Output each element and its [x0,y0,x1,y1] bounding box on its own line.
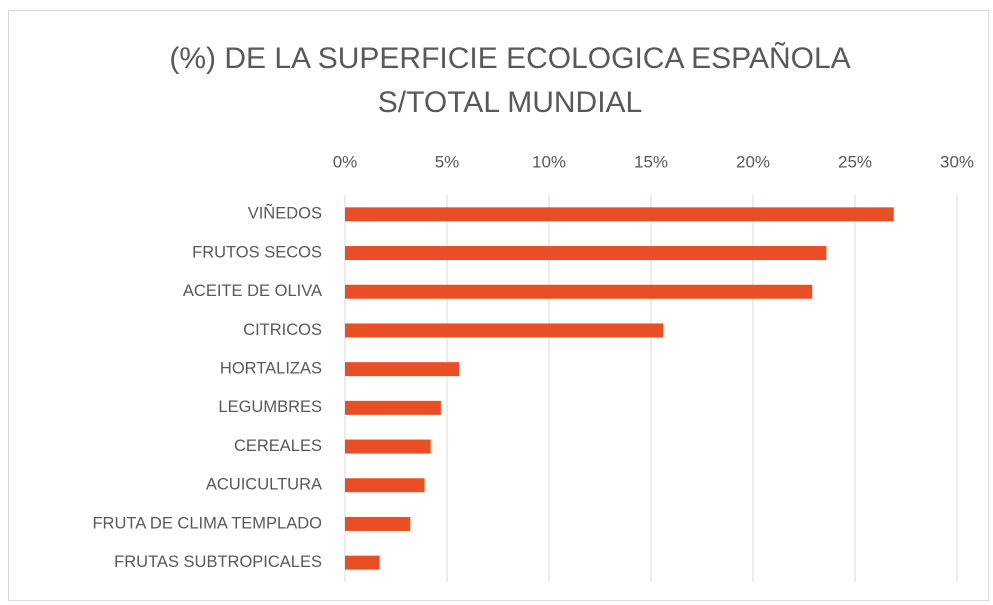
y-tick-label: ACEITE DE OLIVA [183,282,322,300]
chart-title: S/TOTAL MUNDIAL [378,86,643,119]
y-tick-label: CITRICOS [243,321,322,339]
bar [345,478,425,493]
x-tick-label: 5% [435,152,460,171]
bar [345,284,813,299]
bar [345,400,441,415]
x-tick-label: 30% [940,152,974,171]
y-tick-label: FRUTOS SECOS [192,243,322,261]
bar [345,516,411,531]
y-tick-label: CEREALES [234,437,322,455]
x-tick-label: 20% [736,152,770,171]
y-tick-label: HORTALIZAS [220,360,322,378]
bar [345,439,431,454]
bar [345,323,664,338]
chart-frame [8,10,989,601]
bar [345,246,827,261]
x-tick-label: 0% [333,152,358,171]
y-tick-label: FRUTA DE CLIMA TEMPLADO [92,514,322,532]
chart-title: (%) DE LA SUPERFICIE ECOLOGICA ESPAÑOLA [169,41,850,75]
bar [345,555,380,570]
x-tick-label: 15% [634,152,668,171]
bar [345,362,460,377]
x-tick-label: 10% [532,152,566,171]
bar [345,207,894,222]
y-tick-label: LEGUMBRES [218,398,322,416]
y-tick-label: VIÑEDOS [248,203,322,223]
x-tick-label: 25% [838,152,872,171]
y-tick-label: ACUICULTURA [206,476,322,494]
y-tick-label: FRUTAS SUBTROPICALES [114,553,322,571]
